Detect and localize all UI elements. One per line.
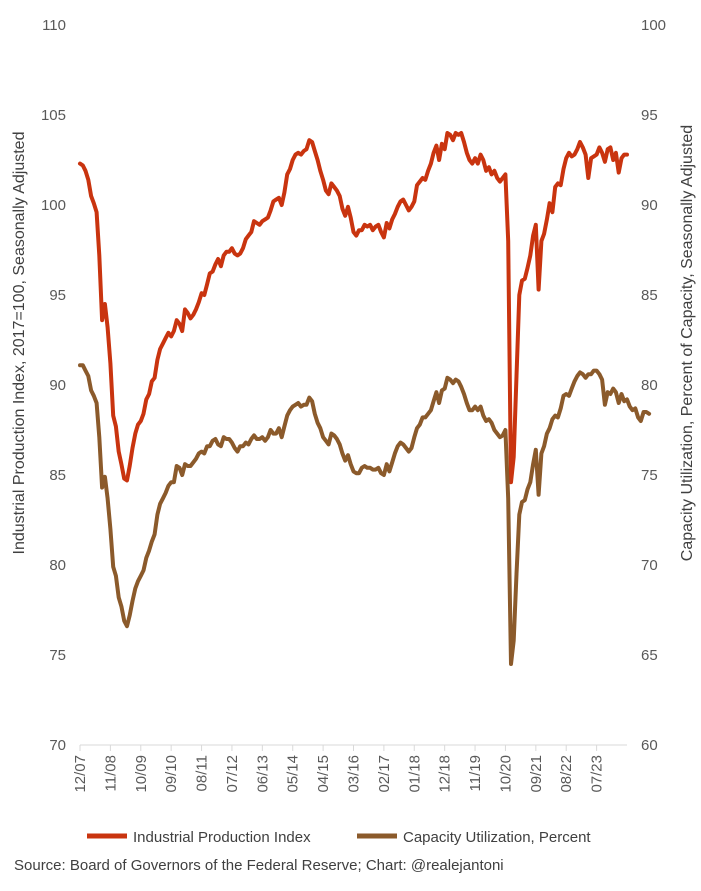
x-axis-tick-label: 06/13 <box>254 755 271 793</box>
right-axis-tick-label: 80 <box>641 377 658 394</box>
left-axis-tick-label: 75 <box>49 647 66 664</box>
right-axis-ticks: 60 65 70 75 80 85 90 95 100 <box>641 17 666 754</box>
right-axis-tick-label: 85 <box>641 287 658 304</box>
source-note: Source: Board of Governors of the Federa… <box>14 857 504 874</box>
x-axis-tick-label: 10/09 <box>133 755 150 793</box>
x-axis-tick-label: 12/18 <box>437 755 454 793</box>
x-axis-tick-label: 09/10 <box>163 755 180 793</box>
x-axis-tick-label: 12/07 <box>72 755 89 793</box>
x-axis-tick-label: 05/14 <box>285 755 302 793</box>
right-axis-tick-label: 65 <box>641 647 658 664</box>
industrial-production-line <box>78 131 629 485</box>
x-axis-tick-label: 07/23 <box>589 755 606 793</box>
legend: Industrial Production Index Capacity Uti… <box>87 829 591 846</box>
right-axis-tick-label: 70 <box>641 557 658 574</box>
x-axis-tick-label: 10/20 <box>497 755 514 793</box>
right-axis-tick-label: 75 <box>641 467 658 484</box>
legend-label-industrial-production: Industrial Production Index <box>133 829 311 846</box>
left-axis-title: Industrial Production Index, 2017=100, S… <box>11 132 28 555</box>
x-axis-tick-label: 08/22 <box>558 755 575 793</box>
legend-label-capacity-utilization: Capacity Utilization, Percent <box>403 829 591 846</box>
right-axis-tick-label: 100 <box>641 17 666 34</box>
capacity-utilization-line <box>78 363 652 666</box>
left-axis-tick-label: 80 <box>49 557 66 574</box>
left-axis-ticks: 70 75 80 85 90 95 100 105 110 <box>41 17 66 754</box>
x-axis-tick-label: 08/11 <box>194 755 211 791</box>
x-axis-tick-label: 01/18 <box>406 755 423 793</box>
right-axis-tick-label: 95 <box>641 107 658 124</box>
left-axis-tick-label: 95 <box>49 287 66 304</box>
x-axis-tick-label: 09/21 <box>528 755 545 793</box>
x-axis-tick-label: 04/15 <box>315 755 332 793</box>
x-axis-ticks: 12/07 11/08 10/09 09/10 08/11 07/12 06/13 05/14… <box>72 745 606 793</box>
left-axis-tick-label: 105 <box>41 107 66 124</box>
x-axis-tick-label: 03/16 <box>346 755 363 793</box>
series-layer <box>78 131 652 666</box>
x-axis-tick-label: 07/12 <box>224 755 241 793</box>
right-axis-title: Capacity Utilization, Percent of Capacit… <box>679 125 696 561</box>
right-axis-tick-label: 90 <box>641 197 658 214</box>
left-axis-tick-label: 70 <box>49 737 66 754</box>
right-axis-tick-label: 60 <box>641 737 658 754</box>
left-axis-tick-label: 100 <box>41 197 66 214</box>
x-axis-tick-label: 11/08 <box>102 755 119 791</box>
left-axis-tick-label: 85 <box>49 467 66 484</box>
x-axis-tick-label: 11/19 <box>467 755 484 791</box>
left-axis-tick-label: 90 <box>49 377 66 394</box>
left-axis-tick-label: 110 <box>42 17 66 34</box>
x-axis-tick-label: 02/17 <box>376 755 393 793</box>
